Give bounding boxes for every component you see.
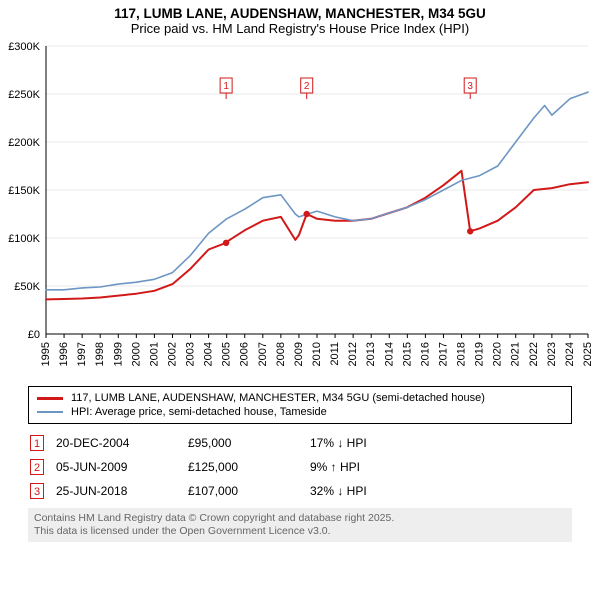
legend-label: HPI: Average price, semi-detached house,… — [71, 406, 327, 418]
svg-text:2025: 2025 — [582, 342, 594, 366]
sale-event-row: 1 20-DEC-2004£95,00017% ↓ HPI — [30, 432, 377, 454]
svg-text:3: 3 — [467, 81, 473, 92]
svg-text:2007: 2007 — [257, 342, 269, 366]
footer-line: Contains HM Land Registry data © Crown c… — [34, 512, 566, 525]
svg-text:1995: 1995 — [40, 342, 52, 366]
legend-item: HPI: Average price, semi-detached house,… — [37, 405, 563, 419]
svg-text:£100K: £100K — [8, 233, 40, 245]
event-hpi-delta: 17% ↓ HPI — [310, 432, 377, 454]
svg-text:£300K: £300K — [8, 41, 40, 53]
event-marker: 2 — [30, 459, 44, 475]
svg-text:2004: 2004 — [203, 342, 215, 366]
legend-swatch — [37, 411, 63, 413]
svg-text:2015: 2015 — [401, 342, 413, 366]
svg-text:1997: 1997 — [76, 342, 88, 366]
line-chart: £0 £50K £100K £150K £200K £250K £300K 1995 1996 1… — [0, 40, 600, 380]
svg-text:£0: £0 — [28, 329, 40, 341]
footer-line: This data is licensed under the Open Gov… — [34, 525, 566, 538]
svg-text:1: 1 — [223, 81, 229, 92]
svg-text:1996: 1996 — [58, 342, 70, 366]
svg-text:2002: 2002 — [166, 342, 178, 366]
svg-text:1999: 1999 — [112, 342, 124, 366]
svg-text:2019: 2019 — [474, 342, 486, 366]
event-marker: 3 — [30, 483, 44, 499]
sale-event-row: 2 05-JUN-2009£125,0009% ↑ HPI — [30, 456, 377, 478]
svg-text:2010: 2010 — [311, 342, 323, 366]
svg-text:£50K: £50K — [14, 281, 40, 293]
sale-event-row: 3 25-JUN-2018£107,00032% ↓ HPI — [30, 480, 377, 502]
svg-text:2012: 2012 — [347, 342, 359, 366]
attribution-footer: Contains HM Land Registry data © Crown c… — [28, 508, 572, 542]
legend-label: 117, LUMB LANE, AUDENSHAW, MANCHESTER, M… — [71, 392, 485, 404]
svg-text:2006: 2006 — [239, 342, 251, 366]
event-date: 05-JUN-2009 — [56, 456, 186, 478]
legend: 117, LUMB LANE, AUDENSHAW, MANCHESTER, M… — [28, 386, 572, 424]
svg-text:2000: 2000 — [130, 342, 142, 366]
svg-text:2023: 2023 — [546, 342, 558, 366]
svg-text:£200K: £200K — [8, 137, 40, 149]
event-price: £95,000 — [188, 432, 308, 454]
event-date: 20-DEC-2004 — [56, 432, 186, 454]
event-marker: 1 — [30, 435, 44, 451]
svg-text:2018: 2018 — [456, 342, 468, 366]
svg-text:2005: 2005 — [221, 342, 233, 366]
svg-text:2009: 2009 — [293, 342, 305, 366]
svg-text:2: 2 — [304, 81, 310, 92]
page-subtitle: Price paid vs. HM Land Registry's House … — [0, 21, 600, 40]
svg-text:2011: 2011 — [329, 342, 341, 366]
svg-text:2016: 2016 — [419, 342, 431, 366]
legend-item: 117, LUMB LANE, AUDENSHAW, MANCHESTER, M… — [37, 391, 563, 405]
svg-text:2001: 2001 — [148, 342, 160, 366]
legend-swatch — [37, 397, 63, 400]
page-title: 117, LUMB LANE, AUDENSHAW, MANCHESTER, M… — [0, 0, 600, 21]
svg-text:2022: 2022 — [528, 342, 540, 366]
svg-text:2008: 2008 — [275, 342, 287, 366]
event-price: £125,000 — [188, 456, 308, 478]
svg-text:2024: 2024 — [564, 342, 576, 366]
sale-events-table: 1 20-DEC-2004£95,00017% ↓ HPI 2 05-JUN-2009… — [28, 430, 379, 504]
event-date: 25-JUN-2018 — [56, 480, 186, 502]
svg-text:1998: 1998 — [94, 342, 106, 366]
chart-area: £0 £50K £100K £150K £200K £250K £300K 1995 1996 1… — [0, 40, 600, 380]
svg-text:2003: 2003 — [185, 342, 197, 366]
svg-text:£250K: £250K — [8, 89, 40, 101]
svg-text:2017: 2017 — [437, 342, 449, 366]
svg-text:2014: 2014 — [383, 342, 395, 366]
event-hpi-delta: 32% ↓ HPI — [310, 480, 377, 502]
svg-text:2021: 2021 — [510, 342, 522, 366]
svg-text:£150K: £150K — [8, 185, 40, 197]
svg-text:2020: 2020 — [492, 342, 504, 366]
svg-text:2013: 2013 — [365, 342, 377, 366]
event-hpi-delta: 9% ↑ HPI — [310, 456, 377, 478]
event-price: £107,000 — [188, 480, 308, 502]
